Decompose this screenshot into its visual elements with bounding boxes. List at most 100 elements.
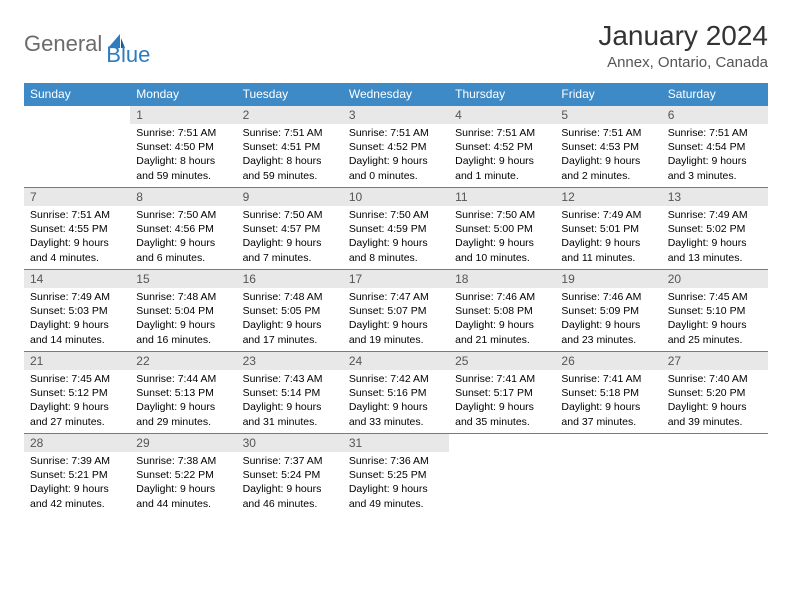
day-content: Sunrise: 7:36 AMSunset: 5:25 PMDaylight:… xyxy=(343,452,449,515)
day-number: 10 xyxy=(343,188,449,206)
calendar-day-cell: 24Sunrise: 7:42 AMSunset: 5:16 PMDayligh… xyxy=(343,352,449,434)
day-content: Sunrise: 7:45 AMSunset: 5:12 PMDaylight:… xyxy=(24,370,130,433)
calendar-week-row: 28Sunrise: 7:39 AMSunset: 5:21 PMDayligh… xyxy=(24,434,768,516)
header: General Blue January 2024 Annex, Ontario… xyxy=(24,20,768,71)
weekday-header: Tuesday xyxy=(237,83,343,106)
calendar-day-cell: 16Sunrise: 7:48 AMSunset: 5:05 PMDayligh… xyxy=(237,270,343,352)
day-number: 20 xyxy=(662,270,768,288)
day-content: Sunrise: 7:50 AMSunset: 4:59 PMDaylight:… xyxy=(343,206,449,269)
calendar-body: 1Sunrise: 7:51 AMSunset: 4:50 PMDaylight… xyxy=(24,106,768,516)
day-content: Sunrise: 7:44 AMSunset: 5:13 PMDaylight:… xyxy=(130,370,236,433)
calendar-week-row: 21Sunrise: 7:45 AMSunset: 5:12 PMDayligh… xyxy=(24,352,768,434)
day-content: Sunrise: 7:50 AMSunset: 4:57 PMDaylight:… xyxy=(237,206,343,269)
calendar-day-cell: 4Sunrise: 7:51 AMSunset: 4:52 PMDaylight… xyxy=(449,106,555,188)
calendar-day-cell: 2Sunrise: 7:51 AMSunset: 4:51 PMDaylight… xyxy=(237,106,343,188)
calendar-day-cell: 13Sunrise: 7:49 AMSunset: 5:02 PMDayligh… xyxy=(662,188,768,270)
calendar-day-cell: 17Sunrise: 7:47 AMSunset: 5:07 PMDayligh… xyxy=(343,270,449,352)
day-number: 27 xyxy=(662,352,768,370)
day-number: 15 xyxy=(130,270,236,288)
day-number: 19 xyxy=(555,270,661,288)
day-number: 3 xyxy=(343,106,449,124)
day-content: Sunrise: 7:51 AMSunset: 4:52 PMDaylight:… xyxy=(343,124,449,187)
day-content: Sunrise: 7:41 AMSunset: 5:18 PMDaylight:… xyxy=(555,370,661,433)
day-content: Sunrise: 7:47 AMSunset: 5:07 PMDaylight:… xyxy=(343,288,449,351)
calendar-day-cell: 23Sunrise: 7:43 AMSunset: 5:14 PMDayligh… xyxy=(237,352,343,434)
day-content: Sunrise: 7:51 AMSunset: 4:52 PMDaylight:… xyxy=(449,124,555,187)
logo-text-blue: Blue xyxy=(106,42,150,68)
calendar-day-cell: 5Sunrise: 7:51 AMSunset: 4:53 PMDaylight… xyxy=(555,106,661,188)
calendar-day-cell: 8Sunrise: 7:50 AMSunset: 4:56 PMDaylight… xyxy=(130,188,236,270)
day-content: Sunrise: 7:50 AMSunset: 5:00 PMDaylight:… xyxy=(449,206,555,269)
logo: General Blue xyxy=(24,20,150,68)
weekday-header: Friday xyxy=(555,83,661,106)
day-content: Sunrise: 7:51 AMSunset: 4:53 PMDaylight:… xyxy=(555,124,661,187)
calendar-day-cell xyxy=(449,434,555,516)
day-number: 16 xyxy=(237,270,343,288)
calendar-week-row: 14Sunrise: 7:49 AMSunset: 5:03 PMDayligh… xyxy=(24,270,768,352)
day-content: Sunrise: 7:42 AMSunset: 5:16 PMDaylight:… xyxy=(343,370,449,433)
calendar-day-cell: 12Sunrise: 7:49 AMSunset: 5:01 PMDayligh… xyxy=(555,188,661,270)
day-number: 4 xyxy=(449,106,555,124)
day-content: Sunrise: 7:49 AMSunset: 5:01 PMDaylight:… xyxy=(555,206,661,269)
title-block: January 2024 Annex, Ontario, Canada xyxy=(598,20,768,71)
day-number: 7 xyxy=(24,188,130,206)
day-number: 26 xyxy=(555,352,661,370)
day-number: 24 xyxy=(343,352,449,370)
day-number: 29 xyxy=(130,434,236,452)
day-number: 25 xyxy=(449,352,555,370)
day-content: Sunrise: 7:51 AMSunset: 4:50 PMDaylight:… xyxy=(130,124,236,187)
calendar-day-cell: 25Sunrise: 7:41 AMSunset: 5:17 PMDayligh… xyxy=(449,352,555,434)
day-number: 12 xyxy=(555,188,661,206)
logo-text-general: General xyxy=(24,31,102,57)
day-content: Sunrise: 7:51 AMSunset: 4:51 PMDaylight:… xyxy=(237,124,343,187)
calendar-day-cell: 15Sunrise: 7:48 AMSunset: 5:04 PMDayligh… xyxy=(130,270,236,352)
weekday-header-row: Sunday Monday Tuesday Wednesday Thursday… xyxy=(24,83,768,106)
day-content: Sunrise: 7:46 AMSunset: 5:09 PMDaylight:… xyxy=(555,288,661,351)
month-title: January 2024 xyxy=(598,20,768,52)
calendar-day-cell: 1Sunrise: 7:51 AMSunset: 4:50 PMDaylight… xyxy=(130,106,236,188)
day-content: Sunrise: 7:38 AMSunset: 5:22 PMDaylight:… xyxy=(130,452,236,515)
day-content: Sunrise: 7:48 AMSunset: 5:05 PMDaylight:… xyxy=(237,288,343,351)
day-number: 13 xyxy=(662,188,768,206)
calendar-day-cell xyxy=(555,434,661,516)
calendar-day-cell: 21Sunrise: 7:45 AMSunset: 5:12 PMDayligh… xyxy=(24,352,130,434)
calendar-week-row: 1Sunrise: 7:51 AMSunset: 4:50 PMDaylight… xyxy=(24,106,768,188)
day-content: Sunrise: 7:37 AMSunset: 5:24 PMDaylight:… xyxy=(237,452,343,515)
day-number: 6 xyxy=(662,106,768,124)
calendar-day-cell: 18Sunrise: 7:46 AMSunset: 5:08 PMDayligh… xyxy=(449,270,555,352)
day-number: 31 xyxy=(343,434,449,452)
day-number: 8 xyxy=(130,188,236,206)
day-number: 14 xyxy=(24,270,130,288)
day-number: 23 xyxy=(237,352,343,370)
calendar-day-cell: 28Sunrise: 7:39 AMSunset: 5:21 PMDayligh… xyxy=(24,434,130,516)
day-number: 28 xyxy=(24,434,130,452)
calendar-day-cell: 3Sunrise: 7:51 AMSunset: 4:52 PMDaylight… xyxy=(343,106,449,188)
weekday-header: Sunday xyxy=(24,83,130,106)
day-content: Sunrise: 7:40 AMSunset: 5:20 PMDaylight:… xyxy=(662,370,768,433)
day-content: Sunrise: 7:45 AMSunset: 5:10 PMDaylight:… xyxy=(662,288,768,351)
location-label: Annex, Ontario, Canada xyxy=(598,54,768,71)
day-number: 17 xyxy=(343,270,449,288)
day-number: 22 xyxy=(130,352,236,370)
day-content: Sunrise: 7:43 AMSunset: 5:14 PMDaylight:… xyxy=(237,370,343,433)
day-number: 2 xyxy=(237,106,343,124)
day-number: 18 xyxy=(449,270,555,288)
day-content: Sunrise: 7:46 AMSunset: 5:08 PMDaylight:… xyxy=(449,288,555,351)
day-content: Sunrise: 7:51 AMSunset: 4:54 PMDaylight:… xyxy=(662,124,768,187)
day-number: 30 xyxy=(237,434,343,452)
day-number: 9 xyxy=(237,188,343,206)
day-content: Sunrise: 7:49 AMSunset: 5:03 PMDaylight:… xyxy=(24,288,130,351)
calendar-day-cell: 10Sunrise: 7:50 AMSunset: 4:59 PMDayligh… xyxy=(343,188,449,270)
day-number: 11 xyxy=(449,188,555,206)
weekday-header: Monday xyxy=(130,83,236,106)
calendar-day-cell: 29Sunrise: 7:38 AMSunset: 5:22 PMDayligh… xyxy=(130,434,236,516)
day-content: Sunrise: 7:51 AMSunset: 4:55 PMDaylight:… xyxy=(24,206,130,269)
calendar-day-cell: 14Sunrise: 7:49 AMSunset: 5:03 PMDayligh… xyxy=(24,270,130,352)
calendar-day-cell: 11Sunrise: 7:50 AMSunset: 5:00 PMDayligh… xyxy=(449,188,555,270)
weekday-header: Saturday xyxy=(662,83,768,106)
calendar-table: Sunday Monday Tuesday Wednesday Thursday… xyxy=(24,83,768,516)
calendar-day-cell xyxy=(662,434,768,516)
calendar-week-row: 7Sunrise: 7:51 AMSunset: 4:55 PMDaylight… xyxy=(24,188,768,270)
day-content: Sunrise: 7:48 AMSunset: 5:04 PMDaylight:… xyxy=(130,288,236,351)
calendar-day-cell: 6Sunrise: 7:51 AMSunset: 4:54 PMDaylight… xyxy=(662,106,768,188)
